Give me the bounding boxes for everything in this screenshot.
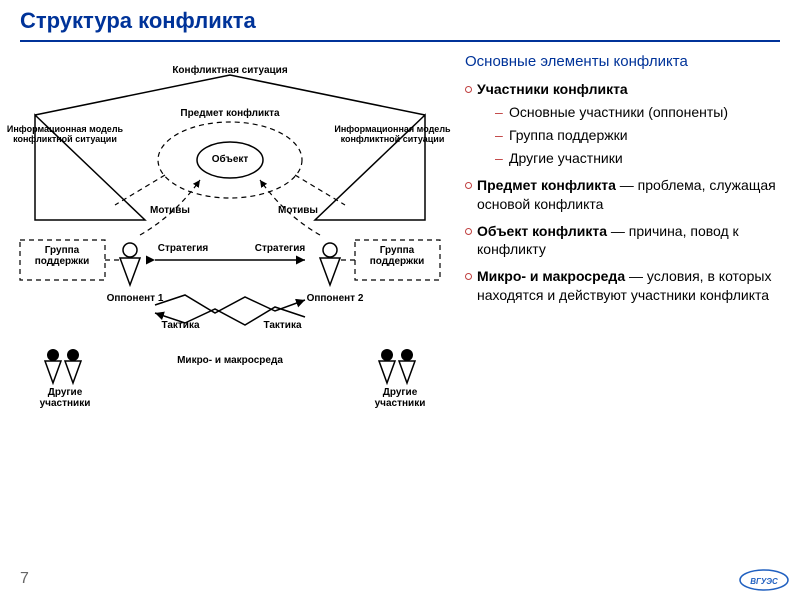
label-opponent1: Оппонент 1 bbox=[100, 293, 170, 304]
label-support-right: Группа поддержки bbox=[358, 245, 436, 267]
label-opponent2: Оппонент 2 bbox=[300, 293, 370, 304]
item-object: Объект конфликта — причина, повод к конф… bbox=[465, 222, 785, 260]
item-env-label: Микро- и макросреда bbox=[477, 268, 625, 284]
slide-title: Структура конфликта bbox=[20, 8, 256, 34]
label-motives-left: Мотивы bbox=[145, 205, 195, 216]
label-object: Объект bbox=[210, 154, 250, 165]
label-subject: Предмет конфликта bbox=[175, 108, 285, 119]
item-subject: Предмет конфликта — проблема, служащая о… bbox=[465, 176, 785, 214]
label-tactics-left: Тактика bbox=[153, 320, 208, 331]
item-participants-label: Участники конфликта bbox=[477, 81, 628, 97]
label-infomodel-right: Информационная модель конфликтной ситуац… bbox=[330, 125, 455, 145]
label-infomodel-left: Информационная модель конфликтной ситуац… bbox=[5, 125, 125, 145]
sub-main: Основные участники (оппоненты) bbox=[495, 103, 785, 122]
item-object-label: Объект конфликта bbox=[477, 223, 607, 239]
label-strategy-right: Стратегия bbox=[250, 243, 310, 254]
logo-vgues: ВГУЭС bbox=[737, 566, 792, 594]
label-others-right: Другие участники bbox=[370, 387, 430, 409]
page-number: 7 bbox=[20, 570, 29, 588]
item-env: Микро- и макросреда — условия, в которых… bbox=[465, 267, 785, 305]
participants-sublist: Основные участники (оппоненты) Группа по… bbox=[495, 103, 785, 168]
label-tactics-right: Тактика bbox=[255, 320, 310, 331]
label-support-left: Группа поддержки bbox=[23, 245, 101, 267]
svg-text:ВГУЭС: ВГУЭС bbox=[750, 577, 778, 586]
lead-text: Основные элементы конфликта bbox=[465, 52, 785, 72]
label-others-left: Другие участники bbox=[35, 387, 95, 409]
title-underline bbox=[20, 40, 780, 42]
label-situation: Конфликтная ситуация bbox=[170, 65, 290, 76]
label-strategy-left: Стратегия bbox=[153, 243, 213, 254]
conflict-structure-diagram: Конфликтная ситуация Предмет конфликта О… bbox=[5, 55, 455, 435]
sub-others: Другие участники bbox=[495, 149, 785, 168]
item-participants: Участники конфликта bbox=[465, 80, 785, 99]
label-env: Микро- и макросреда bbox=[165, 355, 295, 366]
sub-support: Группа поддержки bbox=[495, 126, 785, 145]
item-subject-label: Предмет конфликта bbox=[477, 177, 616, 193]
right-column: Основные элементы конфликта Участники ко… bbox=[465, 52, 785, 309]
label-motives-right: Мотивы bbox=[273, 205, 323, 216]
